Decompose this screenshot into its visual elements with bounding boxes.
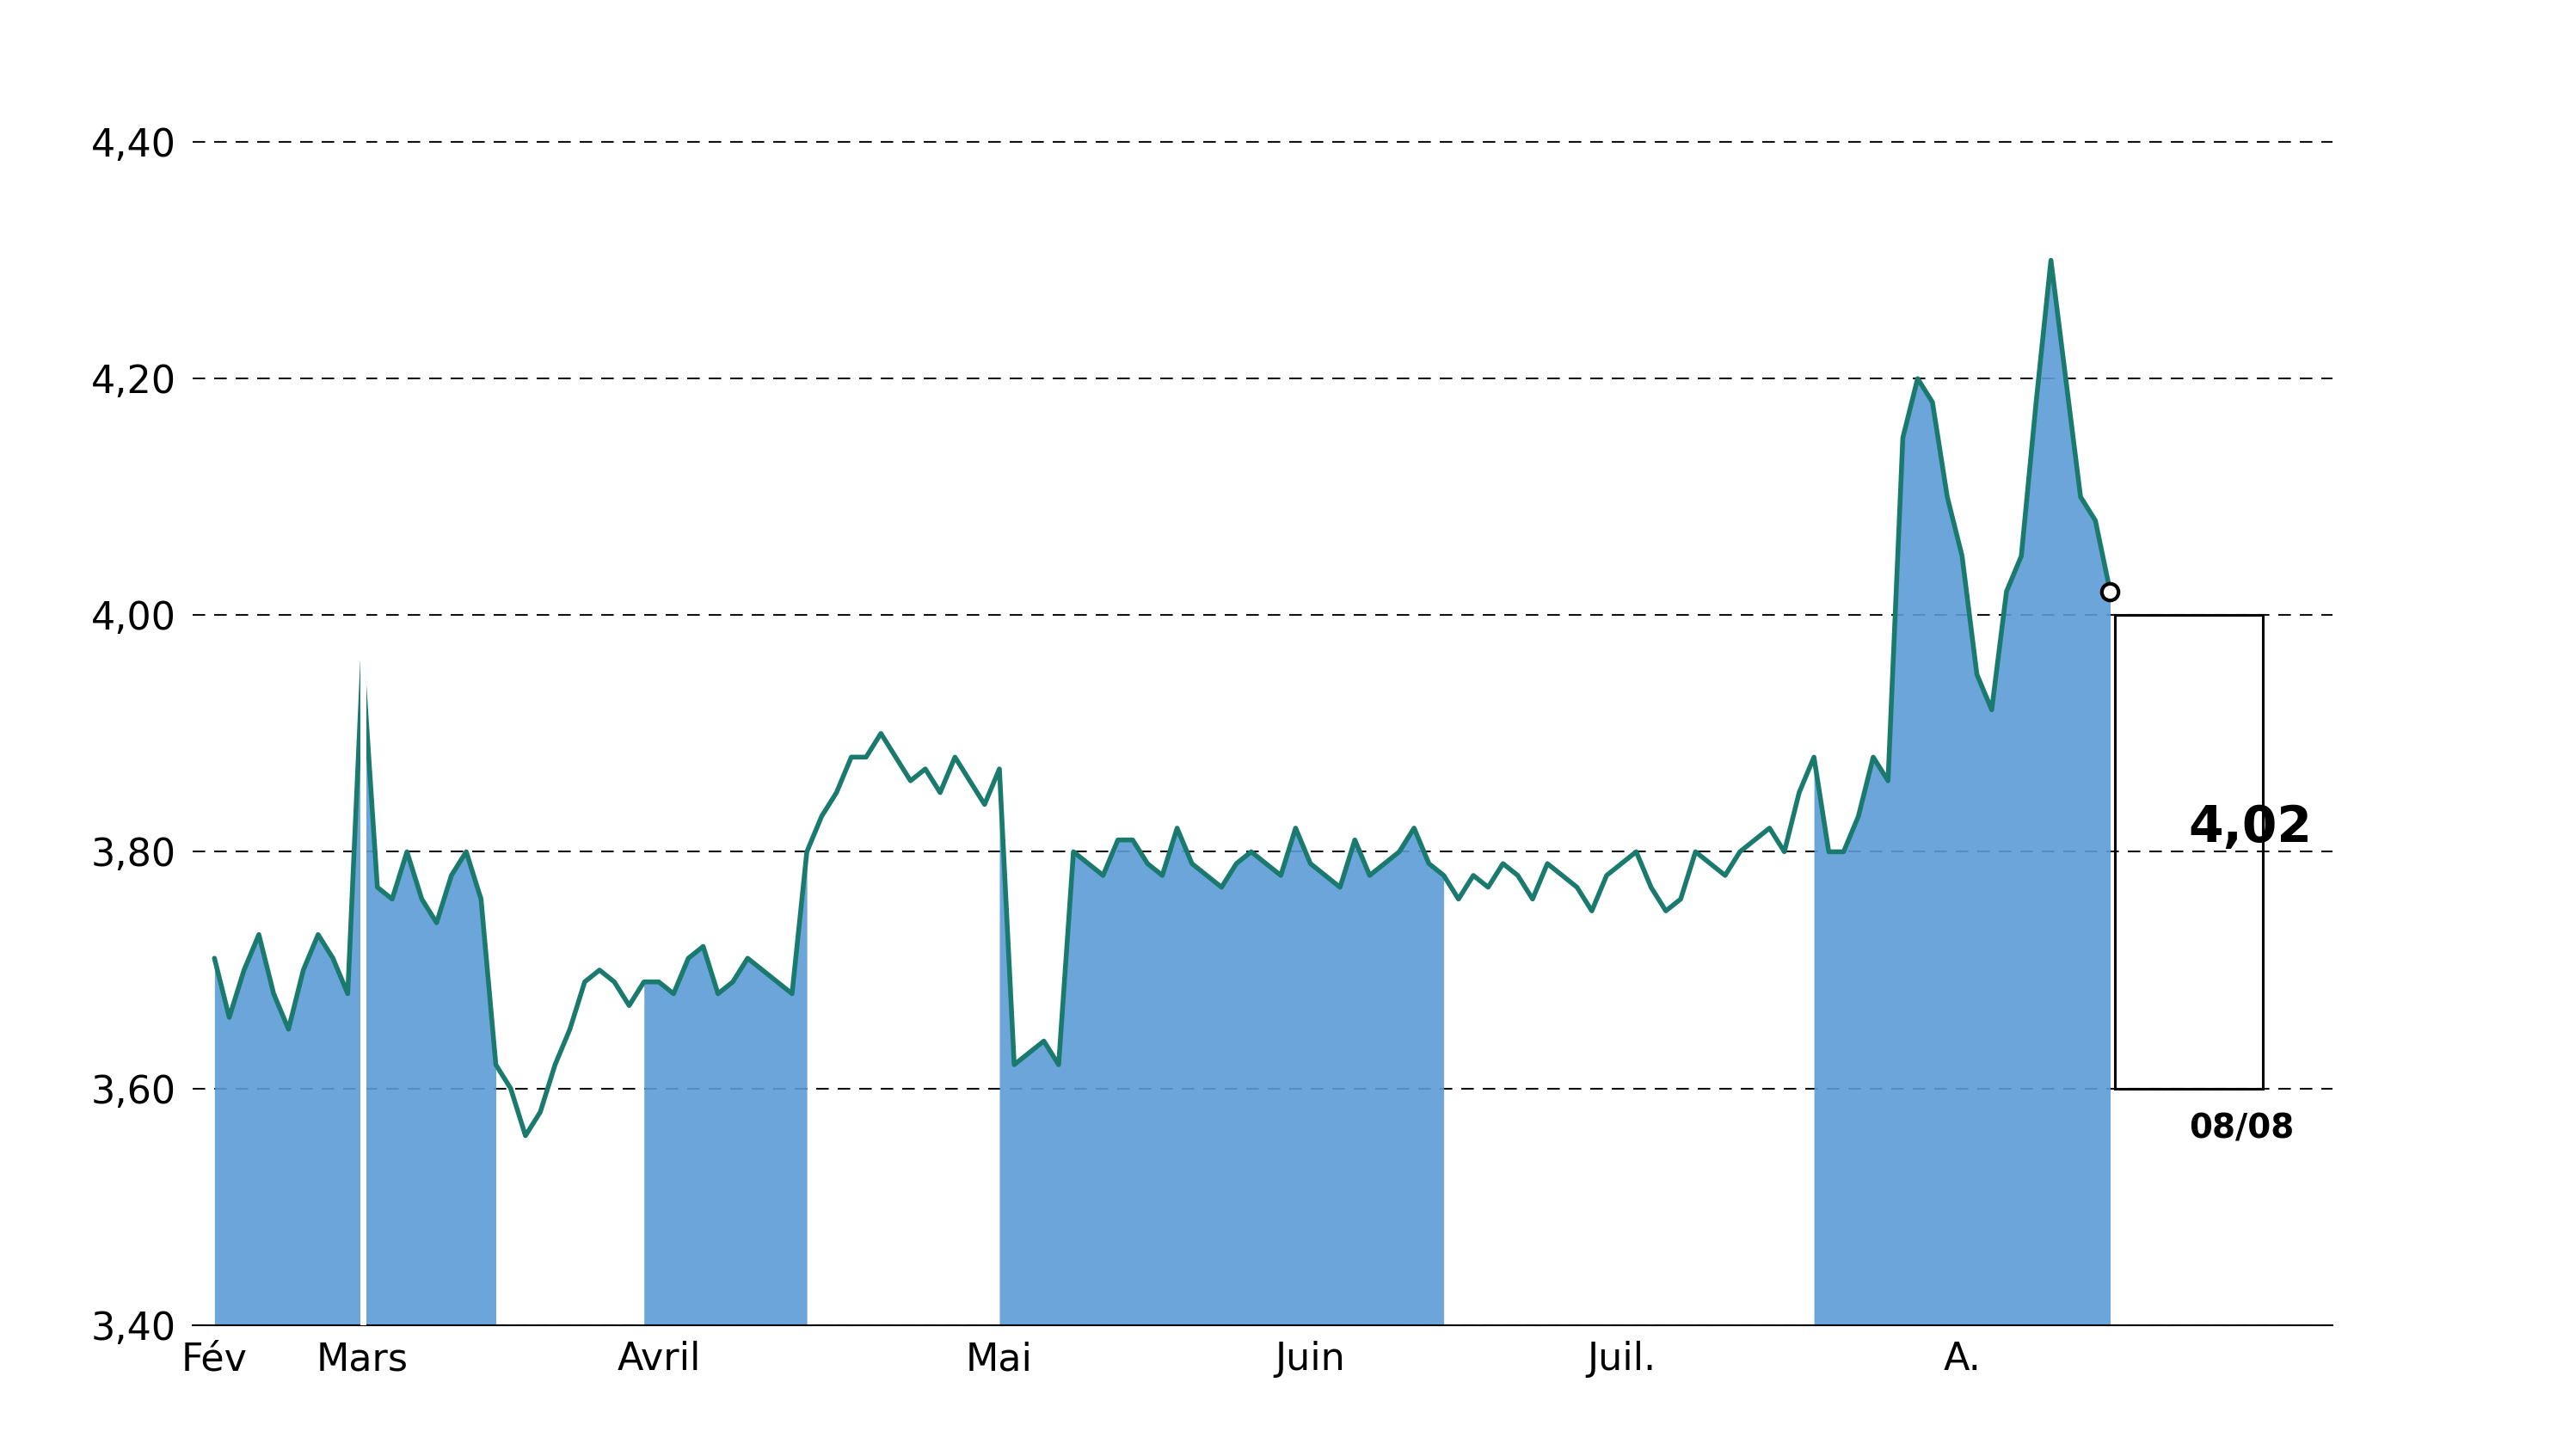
Text: abrdn Global Premier Properties Fund: abrdn Global Premier Properties Fund xyxy=(487,48,2076,119)
Text: 4,02: 4,02 xyxy=(2189,804,2312,853)
Text: 08/08: 08/08 xyxy=(2189,1112,2294,1144)
Bar xyxy=(2114,616,2263,1088)
